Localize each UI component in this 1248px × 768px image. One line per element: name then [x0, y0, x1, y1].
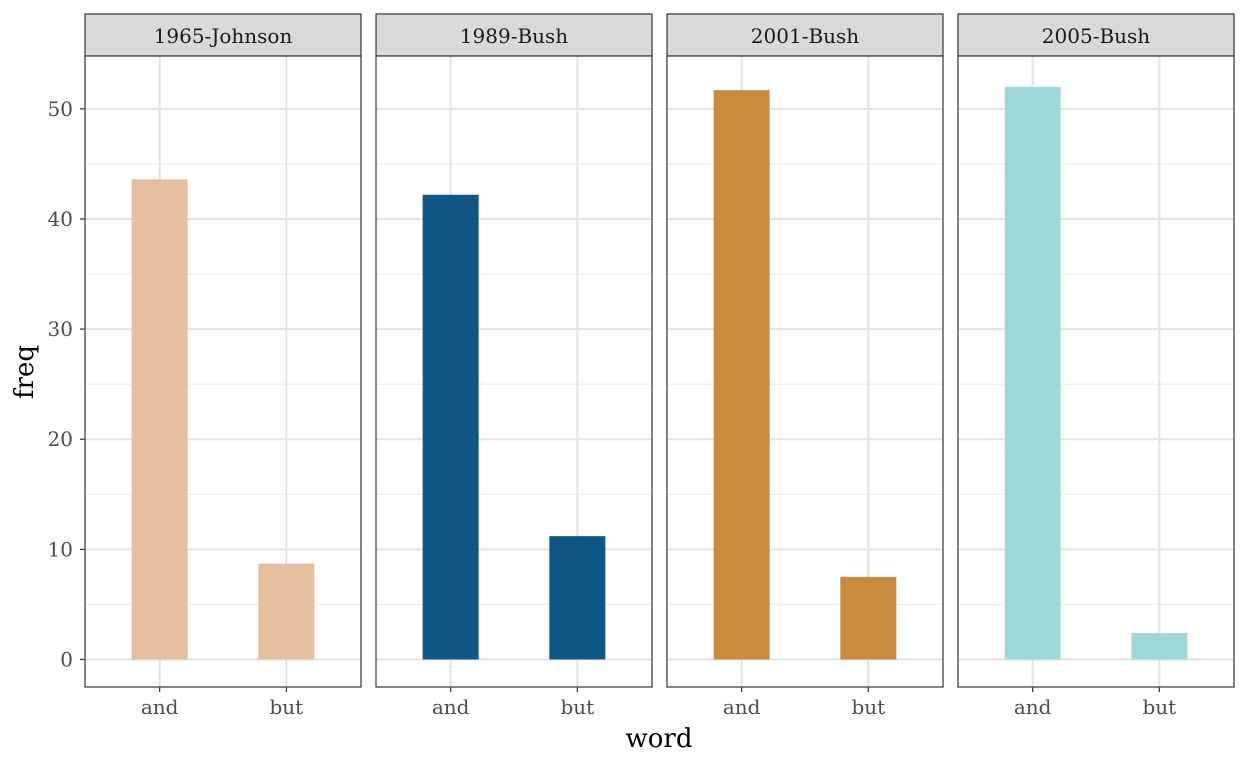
y-axis-title: freq	[10, 345, 40, 399]
y-tick-label: 0	[60, 647, 73, 671]
panel-border	[84, 55, 362, 688]
facet-panel: 1965-Johnson and but	[84, 13, 362, 719]
x-tick-label: and	[723, 695, 761, 719]
panel-border	[375, 55, 653, 688]
panel-border	[666, 55, 944, 688]
panel-border	[957, 55, 1235, 688]
bar-but	[1131, 633, 1188, 660]
facet-strip-label: 1965-Johnson	[154, 24, 293, 48]
facet-strip-label: 1989-Bush	[460, 24, 568, 48]
facet-panel: 2001-Bush and but	[666, 13, 944, 719]
y-tick-label: 30	[48, 317, 73, 341]
bar-and	[422, 194, 479, 660]
y-tick-label: 40	[48, 207, 73, 231]
x-axis-title: word	[626, 724, 693, 754]
x-tick-label: but	[851, 695, 885, 719]
x-tick-label: and	[141, 695, 179, 719]
x-tick-label: but	[269, 695, 303, 719]
y-tick-label: 20	[48, 427, 73, 451]
panel-background	[85, 56, 361, 687]
bar-and	[131, 179, 188, 660]
x-tick-label: but	[560, 695, 594, 719]
facet-panel: 1989-Bush and but	[375, 13, 653, 719]
facet-strip	[666, 13, 944, 57]
x-tick-label: and	[432, 695, 470, 719]
x-tick-label: but	[1142, 695, 1176, 719]
facet-strip-label: 2005-Bush	[1042, 24, 1150, 48]
y-tick-label: 50	[48, 97, 73, 121]
x-tick-label: and	[1014, 695, 1052, 719]
bar-but	[840, 576, 897, 660]
panel-background	[667, 56, 943, 687]
panel-background	[376, 56, 652, 687]
facet-panel: 2005-Bush and but	[957, 13, 1235, 719]
y-axis: 0 10 20 30 40 50	[48, 97, 85, 671]
panel-background	[958, 56, 1234, 687]
facet-strip	[957, 13, 1235, 57]
y-tick-label: 10	[48, 537, 73, 561]
bar-but	[258, 563, 315, 660]
facet-strip-label: 2001-Bush	[751, 24, 859, 48]
facet-strip	[375, 13, 653, 57]
bar-and	[1004, 86, 1061, 660]
bar-but	[549, 536, 606, 660]
bar-and	[713, 90, 770, 660]
